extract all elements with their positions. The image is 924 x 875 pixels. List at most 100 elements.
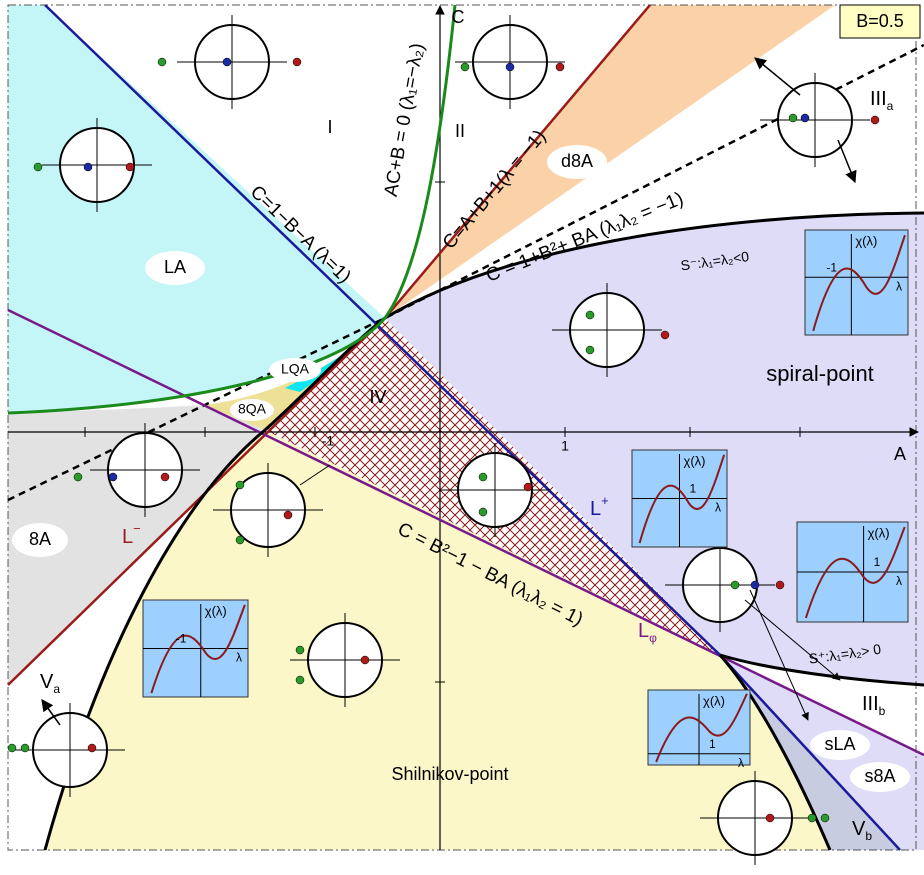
chi-curve — [150, 604, 246, 694]
root — [20, 743, 30, 753]
sub-label: Va — [40, 671, 60, 696]
arrow — [41, 699, 61, 726]
chi-tick: 1 — [690, 482, 697, 496]
label-sub: φ — [649, 631, 657, 645]
axis-label: C — [452, 7, 465, 27]
root — [235, 480, 245, 490]
region-label: Shilnikov-point — [391, 764, 508, 784]
label-sub: b — [865, 829, 872, 843]
chi-xlabel: λ — [896, 279, 902, 293]
parameter-box — [839, 4, 921, 39]
label-sub: a — [887, 99, 894, 113]
curve-purple — [7, 308, 924, 757]
label-main: V — [40, 671, 54, 693]
curve-s-plus — [719, 653, 924, 687]
curve-label: AC+B = 0 (λ₁=−λ₂) — [381, 42, 429, 199]
region-lqa — [285, 318, 385, 392]
label-bg — [269, 358, 321, 382]
sub-label: IIIb — [862, 693, 886, 718]
sub-label: IIIa — [870, 88, 894, 113]
root — [460, 62, 470, 72]
region-8a — [8, 405, 265, 685]
chi-curve — [638, 454, 726, 544]
root — [283, 510, 293, 520]
chi-curve — [655, 693, 748, 763]
root — [585, 310, 595, 320]
region-label: IV — [369, 387, 386, 407]
label-sub: a — [53, 682, 60, 696]
label-main: III — [870, 88, 887, 110]
root — [73, 472, 83, 482]
curve-black-right — [718, 654, 832, 851]
chi-tick: 1 — [874, 555, 881, 569]
root — [222, 57, 232, 67]
label-main: L — [638, 620, 649, 642]
chi-xlabel: λ — [896, 574, 902, 588]
root — [360, 655, 370, 665]
label-bg — [12, 523, 68, 557]
root — [478, 472, 488, 482]
root — [870, 115, 880, 125]
region-d8a — [385, 5, 835, 318]
root — [585, 345, 595, 355]
region-label: 8A — [29, 529, 51, 549]
root — [292, 57, 302, 67]
region-la — [8, 5, 385, 413]
x-tick-label: -1 — [322, 433, 335, 449]
label-bg — [850, 762, 910, 792]
x-tick-label: 1 — [561, 438, 569, 454]
chi-ylabel: χ(λ) — [855, 233, 877, 248]
chi-curve — [804, 526, 906, 619]
leader — [744, 599, 841, 681]
chi-xlabel: λ — [738, 756, 744, 770]
curve-black-left — [43, 316, 386, 851]
root — [788, 113, 798, 123]
root — [7, 743, 17, 753]
root — [555, 62, 565, 72]
root — [87, 743, 97, 753]
chi-tick: -1 — [826, 260, 837, 274]
root — [800, 113, 810, 123]
root — [295, 675, 305, 685]
arrow — [837, 139, 857, 184]
root — [108, 472, 118, 482]
chi-box — [804, 229, 909, 336]
root — [775, 580, 785, 590]
root — [295, 645, 305, 655]
region-label: LA — [164, 257, 186, 277]
chi-curve — [812, 234, 906, 332]
root — [125, 162, 135, 172]
root — [523, 482, 533, 492]
region-label: I — [327, 117, 332, 137]
curve-green — [7, 4, 457, 415]
root — [820, 813, 830, 823]
region-label: sLA — [824, 734, 855, 754]
label-sub: b — [879, 704, 886, 718]
leader — [749, 589, 809, 721]
region-label: LQA — [281, 361, 310, 377]
chi-ylabel: χ(λ) — [703, 693, 725, 708]
label-sup: − — [133, 521, 141, 536]
root — [505, 62, 515, 72]
root — [765, 813, 775, 823]
chi-ylabel: χ(λ) — [684, 453, 706, 468]
chi-xlabel: λ — [715, 501, 721, 515]
chi-ylabel: χ(λ) — [868, 525, 890, 540]
root — [160, 472, 170, 482]
curve-black-top — [384, 211, 924, 320]
label-main: L — [590, 498, 601, 520]
curve-dashed — [7, 43, 924, 502]
region-spiral — [385, 213, 924, 685]
label-main: V — [852, 818, 866, 840]
chi-tick: -1 — [176, 632, 187, 646]
region-label: 8QA — [238, 401, 267, 417]
label-bg — [145, 251, 205, 285]
root — [235, 535, 245, 545]
label-bg — [547, 145, 607, 179]
axis-label: A — [894, 444, 906, 464]
label-bg — [230, 399, 274, 421]
leader — [299, 464, 331, 486]
sub-label: Vb — [852, 818, 872, 843]
region-label: s8A — [864, 766, 895, 786]
